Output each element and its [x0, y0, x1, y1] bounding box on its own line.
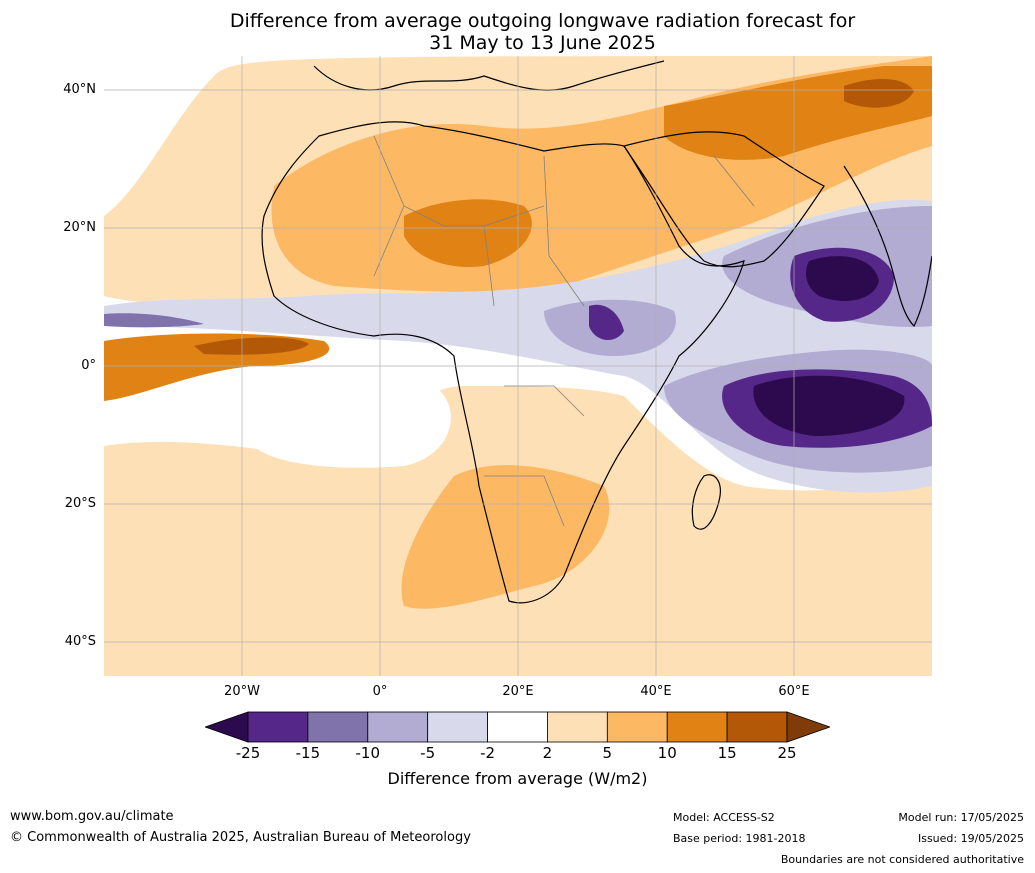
lon-label-20e: 20°E — [502, 684, 534, 699]
colorbar-tick-label: -2 — [480, 744, 496, 762]
colorbar-segment — [367, 711, 429, 743]
colorbar-title: Difference from average (W/m2) — [387, 769, 648, 788]
anomaly-dark-orange-sahara — [404, 199, 532, 267]
lon-label-60e: 60°E — [778, 684, 810, 699]
map-canvas — [104, 56, 932, 676]
madagascar-coastline — [691, 474, 721, 530]
graticule — [104, 56, 932, 676]
lat-label-20s: 20°S — [64, 496, 96, 511]
title-line-1: Difference from average outgoing longwav… — [229, 10, 856, 32]
anomaly-dark-purple-lake-victoria — [589, 304, 624, 341]
lat-label-20n: 20°N — [63, 220, 96, 235]
colorbar-svg — [203, 711, 832, 743]
colorbar — [203, 710, 832, 744]
colorbar-arrow-high — [786, 711, 832, 743]
colorbar-tick-label: 10 — [657, 744, 677, 762]
lon-label-20w: 20°W — [224, 684, 260, 699]
anomaly-darkest-purple-indian-ocean — [753, 375, 905, 436]
lon-label-40e: 40°E — [640, 684, 672, 699]
arabia-coastline — [623, 131, 825, 268]
lat-label-40s: 40°S — [64, 634, 96, 649]
colorbar-segment — [427, 711, 488, 743]
lat-label-40n: 40°N — [63, 82, 96, 97]
olr-anomaly-map — [104, 56, 932, 676]
colorbar-segment — [666, 711, 728, 743]
colorbar-tick-label: 25 — [777, 744, 797, 762]
colorbar-segment — [547, 711, 608, 743]
anomaly-darkest-purple-arabian-sea — [806, 256, 879, 301]
colorbar-tick-label: 2 — [542, 744, 553, 762]
colorbar-tick-label: -10 — [355, 744, 381, 762]
anomaly-neutral-south-atlantic — [254, 375, 451, 468]
colorbar-tick-label: -25 — [235, 744, 261, 762]
anomaly-purple-atlantic-streak — [104, 313, 204, 328]
lat-label-equator: 0° — [81, 358, 96, 373]
colorbar-tick-label: -5 — [420, 744, 436, 762]
footer-issued: Issued: 19/05/2025 — [917, 832, 1024, 845]
title-line-2: 31 May to 13 June 2025 — [429, 32, 656, 54]
footer-url: www.bom.gov.au/climate — [10, 809, 174, 824]
colorbar-tick-label: -15 — [295, 744, 321, 762]
colorbar-segment — [487, 711, 548, 743]
africa-coastline — [261, 121, 745, 604]
footer-model: Model: ACCESS-S2 — [673, 811, 775, 824]
colorbar-segment — [307, 711, 369, 743]
anomaly-orange-southern-africa — [401, 465, 610, 609]
colorbar-segment — [606, 711, 668, 743]
india-coastline — [843, 165, 932, 328]
footer-base-period: Base period: 1981-2018 — [673, 832, 806, 845]
lon-label-0: 0° — [372, 684, 388, 699]
colorbar-segment — [247, 711, 309, 743]
colorbar-segment — [726, 711, 788, 743]
anomaly-darkest-orange-middle-east — [844, 79, 914, 108]
country-borders — [373, 135, 755, 527]
colorbar-tick-label: 5 — [602, 744, 613, 762]
footer-copyright: © Commonwealth of Australia 2025, Austra… — [10, 830, 471, 845]
footer-model-run: Model run: 17/05/2025 — [898, 811, 1024, 824]
footer-disclaimer: Boundaries are not considered authoritat… — [780, 853, 1024, 866]
anomaly-darkest-orange-gulf-guinea — [194, 337, 309, 355]
colorbar-arrow-low — [203, 711, 249, 743]
colorbar-tick-label: 15 — [717, 744, 737, 762]
map-title: Difference from average outgoing longwav… — [0, 10, 1035, 54]
